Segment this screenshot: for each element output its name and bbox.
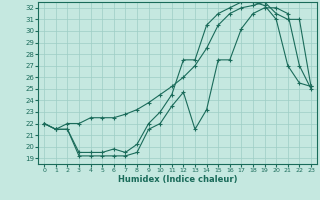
X-axis label: Humidex (Indice chaleur): Humidex (Indice chaleur)	[118, 175, 237, 184]
